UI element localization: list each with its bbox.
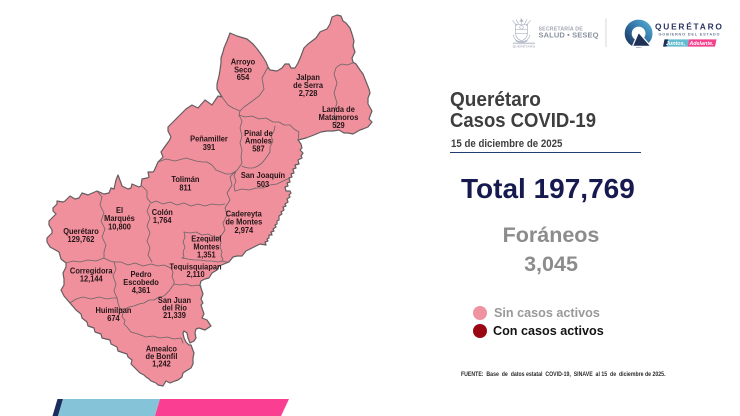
svg-text:QUERÉTARO: QUERÉTARO [655,21,724,32]
svg-text:21,339: 21,339 [163,311,186,320]
svg-text:1,242: 1,242 [152,359,171,368]
svg-text:San Joaquín: San Joaquín [241,171,285,180]
svg-text:2,974: 2,974 [234,226,253,235]
svg-text:Amoles: Amoles [245,136,272,145]
svg-text:Matamoros: Matamoros [319,113,359,122]
svg-text:587: 587 [252,144,265,153]
svg-text:Pedro: Pedro [130,270,151,279]
svg-text:4,361: 4,361 [132,286,151,295]
svg-text:Jalpan: Jalpan [296,72,320,81]
svg-text:Montes: Montes [193,242,220,251]
svg-text:Juntos,: Juntos, [666,41,686,47]
svg-text:129,762: 129,762 [68,234,96,243]
svg-text:1,351: 1,351 [197,250,216,259]
svg-text:654: 654 [237,73,250,82]
svg-text:de Montes: de Montes [225,217,262,226]
svg-text:391: 391 [203,143,216,152]
svg-text:Querétaro: Querétaro [63,226,99,235]
svg-text:del Río: del Río [162,303,187,312]
svg-text:674: 674 [107,314,120,323]
svg-text:Corregidora: Corregidora [70,266,113,275]
svg-text:Landa de: Landa de [322,105,355,114]
svg-text:Adelante.: Adelante. [688,41,714,47]
svg-text:San Juan: San Juan [158,295,191,304]
svg-text:SALUD • SESEQ: SALUD • SESEQ [539,31,599,40]
svg-text:Marqués: Marqués [104,214,135,223]
svg-text:Huimilpan: Huimilpan [95,306,131,315]
svg-text:Peñamiller: Peñamiller [190,134,228,143]
svg-text:Pinal de: Pinal de [244,128,273,137]
svg-text:2,728: 2,728 [299,88,318,97]
svg-text:2,110: 2,110 [186,270,205,279]
svg-text:Tequisquiapan: Tequisquiapan [170,262,222,271]
svg-text:Arroyo: Arroyo [231,57,256,66]
svg-text:de Serra: de Serra [293,80,323,89]
svg-text:503: 503 [257,180,270,189]
svg-text:Escobedo: Escobedo [123,278,159,287]
svg-text:Colón: Colón [152,208,173,217]
svg-text:811: 811 [179,183,192,192]
svg-text:Amealco: Amealco [146,344,177,353]
svg-text:Tolimán: Tolimán [171,175,199,184]
svg-text:1,764: 1,764 [153,215,172,224]
svg-text:Seco: Seco [234,65,252,74]
svg-text:QUERÉTARO: QUERÉTARO [513,44,536,49]
svg-text:10,800: 10,800 [108,222,131,231]
svg-text:529: 529 [332,121,345,130]
svg-text:SECRETARÍA DE: SECRETARÍA DE [539,25,584,33]
svg-text:El: El [116,206,123,215]
svg-text:de Bonfil: de Bonfil [146,352,178,361]
svg-text:12,144: 12,144 [80,274,103,283]
svg-text:GOBIERNO DEL ESTADO: GOBIERNO DEL ESTADO [659,31,721,36]
svg-text:Cadereyta: Cadereyta [226,209,263,218]
svg-text:Ezequiel: Ezequiel [191,234,221,243]
